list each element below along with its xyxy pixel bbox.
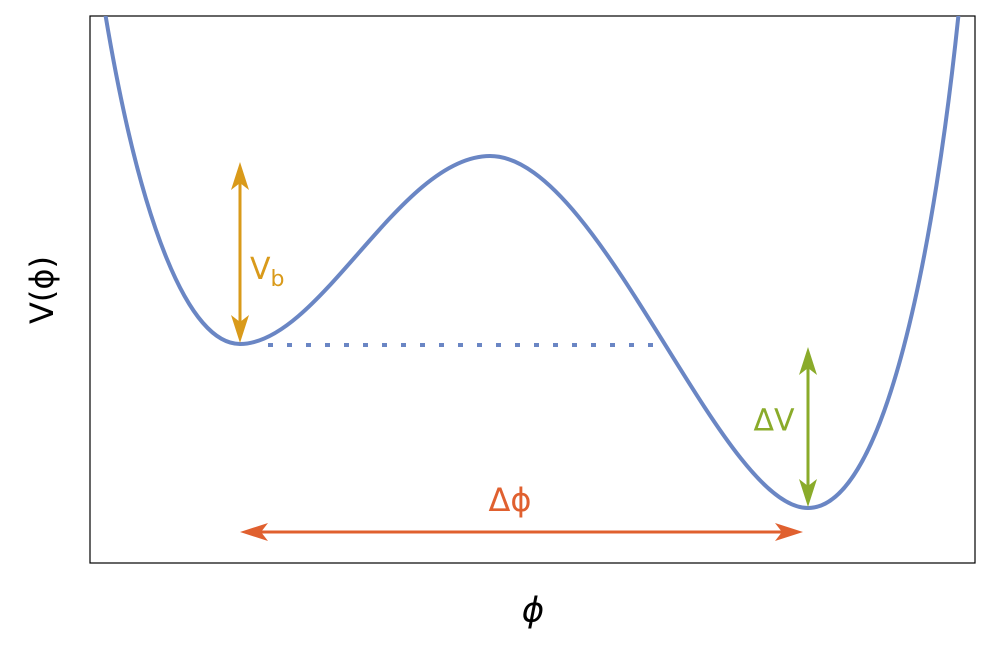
- y-axis-label: V(ϕ): [23, 256, 61, 324]
- barrier-arrow: [231, 162, 249, 343]
- barrier-label-main: V: [250, 252, 271, 287]
- delta-v-arrow: [799, 347, 817, 507]
- barrier-label-sub: b: [271, 267, 285, 292]
- potential-curve: [103, 16, 961, 511]
- x-axis-label: ϕ: [522, 591, 544, 631]
- delta-phi-arrow: [240, 523, 803, 541]
- delta-phi-label: Δϕ: [489, 481, 532, 519]
- barrier-label: Vb: [250, 252, 285, 293]
- delta-v-label: ΔV: [753, 404, 795, 439]
- frame: [89, 15, 976, 564]
